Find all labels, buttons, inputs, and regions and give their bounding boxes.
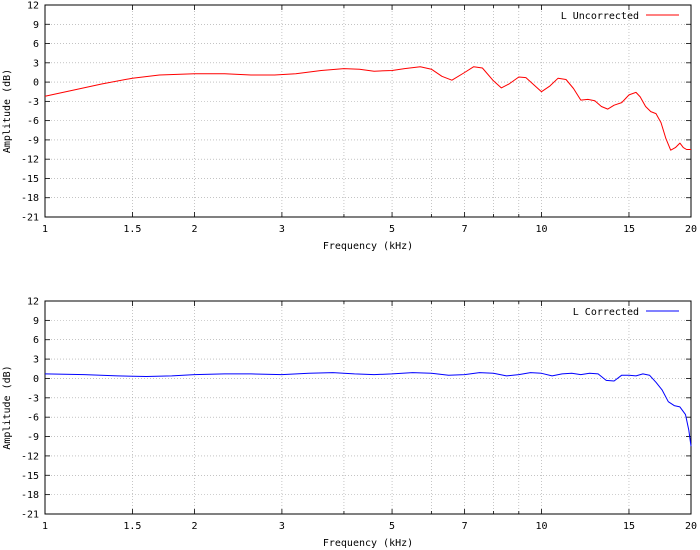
- x-tick-label: 3: [279, 521, 285, 532]
- y-tick-label: -9: [27, 432, 39, 443]
- x-tick-label: 10: [536, 224, 548, 235]
- plot-frame: [44, 300, 692, 515]
- x-tick-label: 20: [685, 521, 697, 532]
- y-tick-label: 6: [33, 39, 39, 50]
- x-tick-label: 2: [191, 224, 197, 235]
- x-tick-label: 1.5: [123, 224, 141, 235]
- x-tick-label: 1.5: [123, 521, 141, 532]
- y-tick-label: 3: [33, 355, 39, 366]
- y-tick-label: 12: [27, 1, 39, 12]
- chart-panel-1: 12 9 6 3 0 -3 -6 -9 -12 -15 -18 -211 1.5 2 3 5 7 10 15 20 Fr…: [2, 1, 697, 253]
- y-tick-label: 6: [33, 335, 39, 346]
- y-tick-label: 0: [33, 374, 39, 385]
- y-tick-label: -21: [21, 213, 39, 224]
- x-tick-label: 3: [279, 224, 285, 235]
- x-tick-label: 7: [462, 521, 468, 532]
- y-tick-label: 0: [33, 78, 39, 89]
- x-axis-label: Frequency (kHz): [323, 538, 413, 549]
- series-line: [44, 372, 692, 447]
- y-tick-label: 12: [27, 297, 39, 308]
- legend-label: L Corrected: [573, 307, 639, 318]
- y-tick-label: -6: [27, 413, 39, 424]
- x-tick-label: 15: [623, 521, 635, 532]
- y-tick-label: -18: [21, 490, 39, 501]
- x-tick-label: 1: [42, 224, 48, 235]
- plot-frame: [44, 4, 692, 218]
- x-tick-label: 5: [389, 521, 395, 532]
- y-tick-label: -12: [21, 155, 39, 166]
- y-tick-label: -3: [27, 97, 39, 108]
- y-tick-label: -3: [27, 393, 39, 404]
- y-tick-label: -6: [27, 116, 39, 127]
- y-tick-label: -18: [21, 193, 39, 204]
- x-tick-label: 15: [623, 224, 635, 235]
- y-tick-label: -12: [21, 451, 39, 462]
- legend-label: L Uncorrected: [561, 11, 639, 22]
- y-tick-label: -15: [21, 471, 39, 482]
- x-axis-label: Frequency (kHz): [323, 241, 413, 252]
- x-tick-label: 5: [389, 224, 395, 235]
- x-tick-label: 2: [191, 521, 197, 532]
- y-tick-label: 3: [33, 58, 39, 69]
- series-line: [44, 66, 691, 151]
- y-tick-label: -15: [21, 174, 39, 185]
- y-axis-label: Amplitude (dB): [2, 69, 13, 153]
- x-tick-label: 7: [462, 224, 468, 235]
- y-tick-label: -21: [21, 510, 39, 521]
- x-tick-label: 20: [685, 224, 697, 235]
- x-tick-label: 1: [42, 521, 48, 532]
- y-tick-label: 9: [33, 20, 39, 31]
- y-tick-label: -9: [27, 135, 39, 146]
- y-axis-label: Amplitude (dB): [2, 365, 13, 449]
- chart-panel-2: 12 9 6 3 0 -3 -6 -9 -12 -15 -18 -211 1.5 2 3 5 7 10 15 20 Fr…: [2, 297, 697, 550]
- x-tick-label: 10: [536, 521, 548, 532]
- y-tick-label: 9: [33, 316, 39, 327]
